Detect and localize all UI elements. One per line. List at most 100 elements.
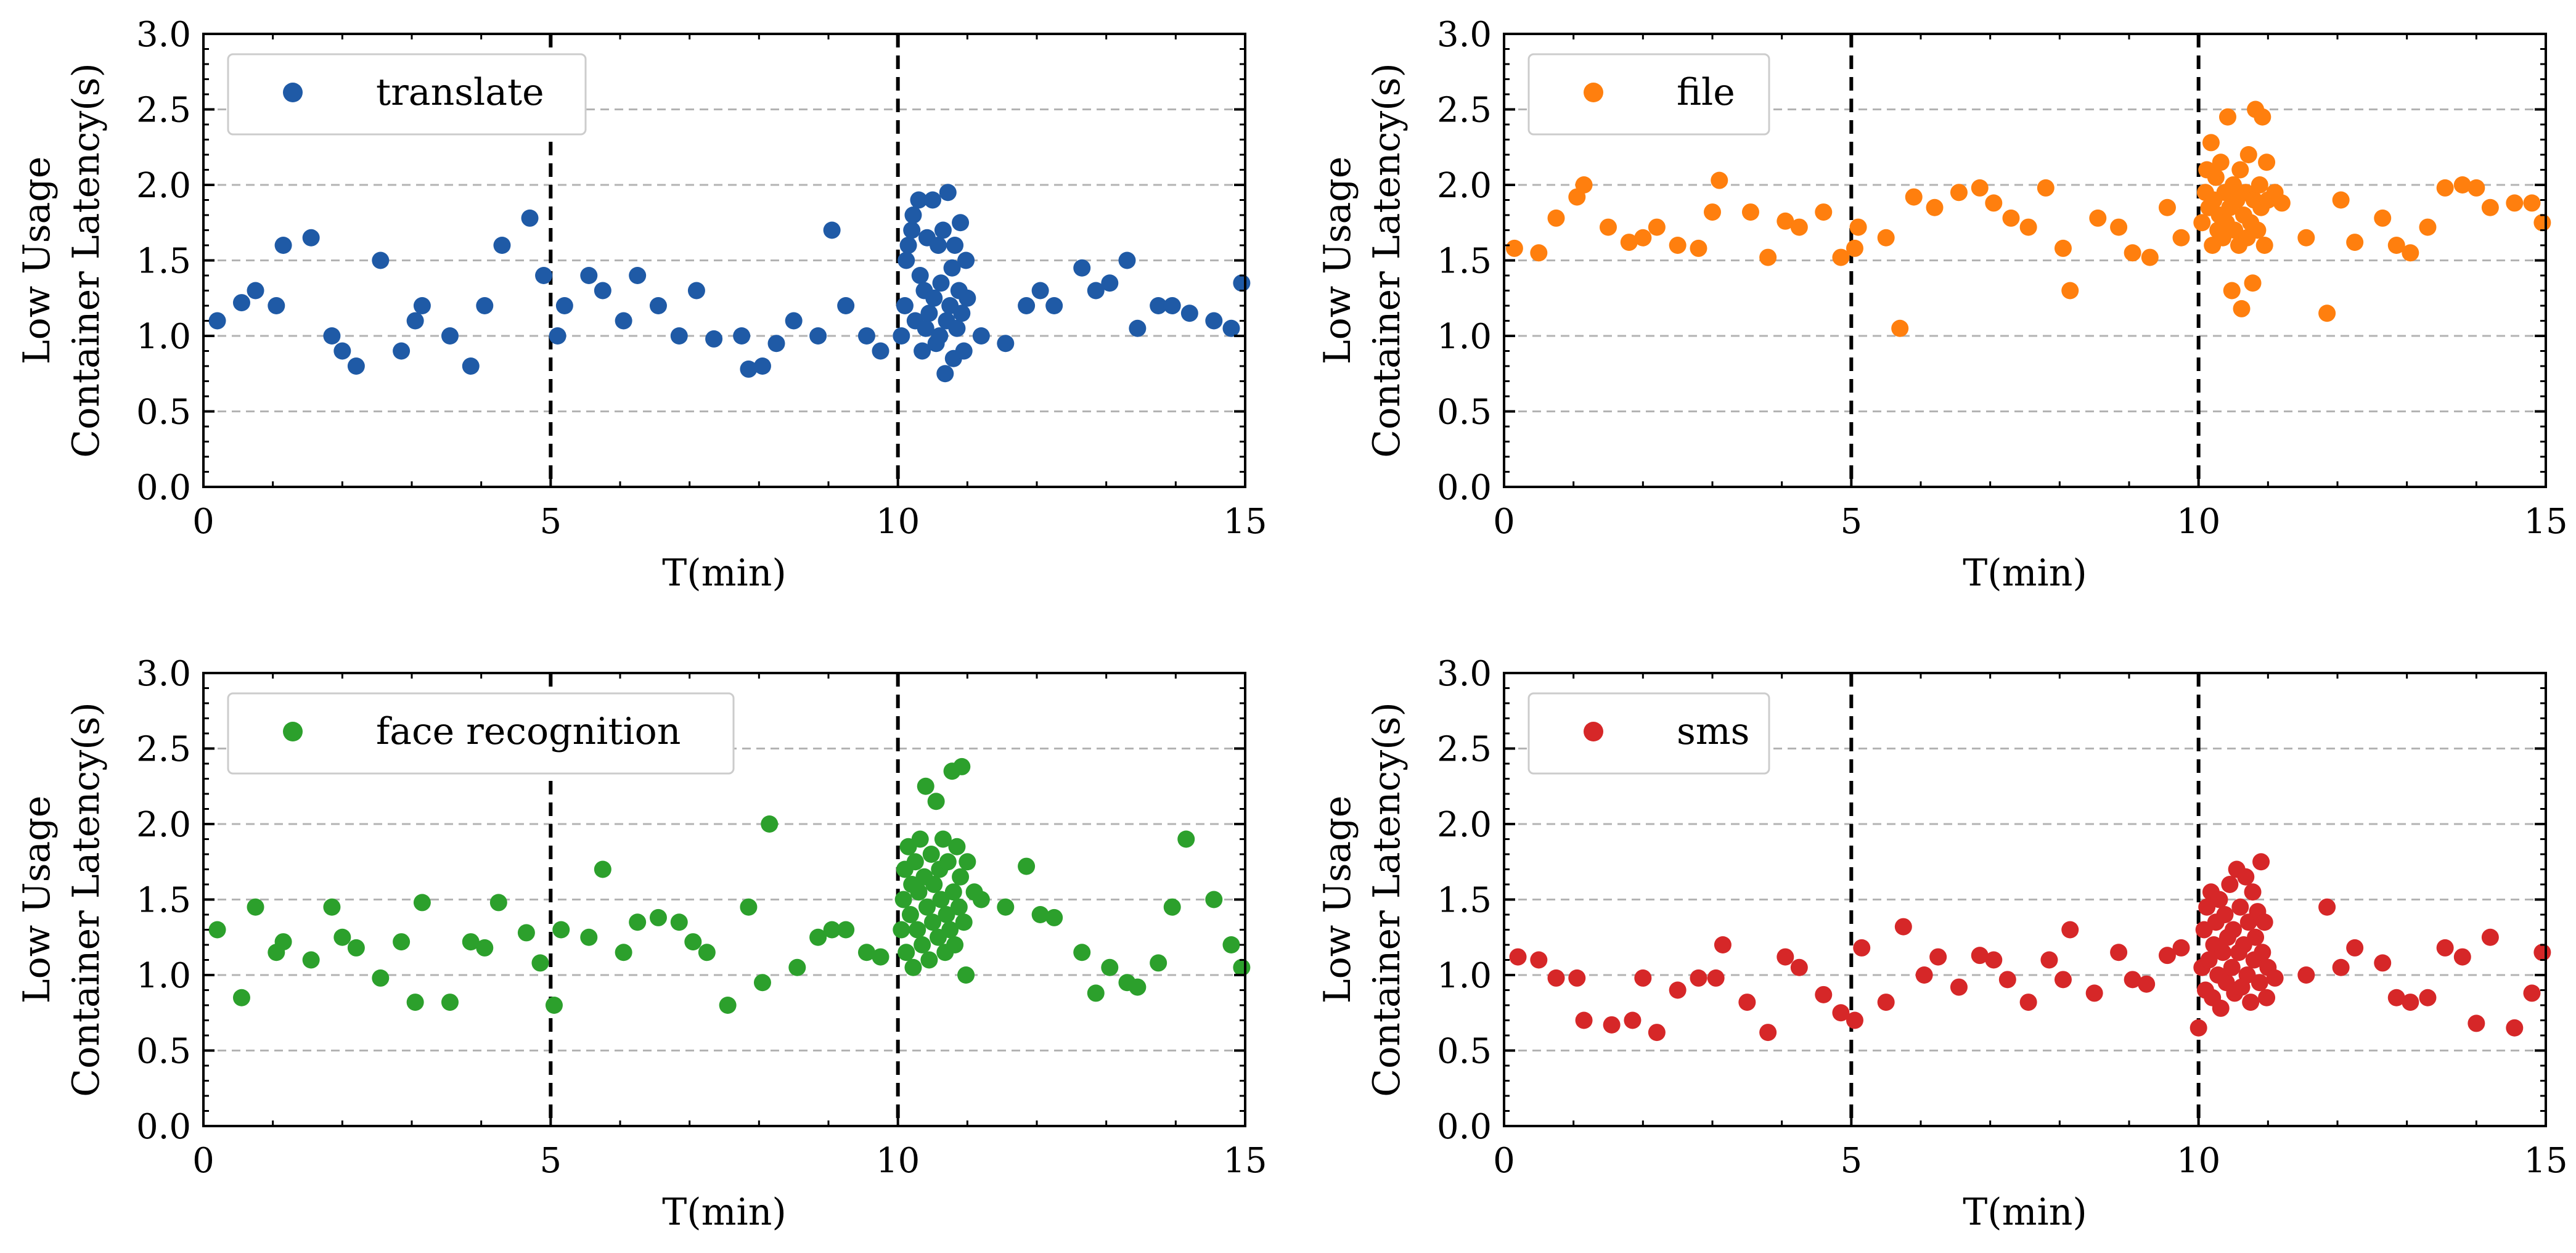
data-point bbox=[1777, 948, 1794, 966]
data-point bbox=[1711, 171, 1728, 189]
data-point bbox=[1669, 981, 1687, 999]
data-point bbox=[1150, 297, 1167, 314]
data-point bbox=[857, 327, 875, 345]
data-point bbox=[670, 327, 688, 345]
data-point bbox=[2085, 984, 2103, 1002]
data-point bbox=[2242, 994, 2260, 1011]
x-tick-label: 10 bbox=[2177, 1141, 2220, 1181]
data-point bbox=[1905, 188, 1923, 206]
y-tick-label: 0.5 bbox=[1437, 1032, 1492, 1072]
data-point bbox=[2251, 176, 2268, 194]
data-point bbox=[1648, 218, 1666, 236]
data-point bbox=[896, 297, 914, 314]
data-points bbox=[1505, 100, 2551, 337]
data-point bbox=[2231, 161, 2249, 179]
data-point bbox=[2523, 194, 2541, 212]
data-point bbox=[948, 838, 966, 855]
data-point bbox=[927, 793, 945, 810]
data-point bbox=[2193, 214, 2211, 232]
subplot-face-recognition: 0 5 10 15 0.0 0.5 1.0 1.5 2.0 2.5 3.0 T(min) Low U… bbox=[15, 654, 1267, 1234]
legend-box bbox=[227, 53, 587, 136]
y-tick-label: 2.5 bbox=[136, 91, 191, 131]
y-tick-label: 1.0 bbox=[136, 956, 191, 996]
data-point bbox=[594, 860, 611, 878]
data-point bbox=[441, 994, 459, 1011]
data-point bbox=[959, 289, 976, 307]
data-point bbox=[1998, 971, 2016, 989]
legend: sms bbox=[1527, 692, 1770, 775]
data-point bbox=[952, 214, 970, 232]
data-point bbox=[549, 327, 566, 345]
data-point bbox=[955, 913, 973, 931]
x-tick-label: 10 bbox=[876, 1141, 920, 1181]
y-tick-label: 3.0 bbox=[136, 654, 191, 694]
legend-label: file bbox=[1677, 71, 1735, 114]
y-tick-label: 2.0 bbox=[136, 166, 191, 206]
data-point bbox=[347, 939, 365, 957]
data-point bbox=[302, 951, 320, 969]
data-point bbox=[1073, 259, 1091, 277]
data-point bbox=[2258, 153, 2276, 171]
data-point bbox=[406, 994, 424, 1011]
data-point bbox=[2318, 304, 2336, 322]
data-point bbox=[924, 191, 941, 209]
data-point bbox=[939, 853, 957, 871]
data-point bbox=[521, 209, 539, 227]
data-point bbox=[489, 894, 507, 912]
x-tick-label: 0 bbox=[1493, 502, 1515, 542]
data-point bbox=[1575, 176, 1593, 194]
x-axis-label: T(min) bbox=[1963, 552, 2087, 595]
data-point bbox=[705, 330, 723, 348]
y-tick-label: 2.5 bbox=[1437, 91, 1492, 131]
data-point bbox=[2481, 928, 2499, 946]
y-tick-label: 0.0 bbox=[136, 468, 191, 508]
data-point bbox=[932, 891, 950, 908]
legend-marker bbox=[1584, 722, 1603, 741]
data-point bbox=[1620, 234, 1638, 251]
data-point bbox=[2297, 966, 2315, 984]
data-point bbox=[1849, 218, 1867, 236]
data-point bbox=[2249, 221, 2267, 239]
data-point bbox=[2523, 984, 2541, 1002]
data-point bbox=[1894, 918, 1912, 936]
data-point bbox=[2247, 928, 2265, 946]
data-point bbox=[493, 237, 511, 254]
data-point bbox=[809, 928, 827, 946]
data-point bbox=[941, 921, 959, 939]
data-point bbox=[2221, 876, 2239, 893]
data-point bbox=[2436, 939, 2454, 957]
y-axis-label-line1: Low Usage bbox=[1316, 796, 1359, 1003]
data-point bbox=[1177, 830, 1195, 848]
data-point bbox=[946, 237, 964, 254]
data-point bbox=[719, 997, 737, 1014]
data-point bbox=[1031, 282, 1049, 300]
data-point bbox=[837, 921, 855, 939]
legend: translate bbox=[227, 53, 587, 136]
data-point bbox=[931, 327, 949, 345]
data-point bbox=[930, 237, 947, 254]
data-point bbox=[2346, 939, 2364, 957]
legend-marker bbox=[283, 83, 303, 102]
data-point bbox=[1045, 297, 1063, 314]
data-point bbox=[939, 184, 957, 202]
data-point bbox=[372, 969, 390, 987]
data-point bbox=[904, 206, 922, 224]
x-tick-label: 0 bbox=[192, 1141, 215, 1181]
data-point bbox=[934, 221, 952, 239]
data-point bbox=[1832, 248, 1850, 266]
x-axis-label: T(min) bbox=[1963, 1191, 2087, 1234]
data-point bbox=[1603, 1016, 1621, 1034]
x-tick-label: 5 bbox=[540, 1141, 562, 1181]
data-point bbox=[1575, 1011, 1593, 1029]
data-point bbox=[952, 868, 970, 886]
data-point bbox=[788, 958, 806, 976]
data-point bbox=[2225, 921, 2242, 939]
y-tick-label: 3.0 bbox=[136, 15, 191, 55]
data-point bbox=[899, 237, 917, 254]
data-point bbox=[1163, 297, 1181, 314]
data-point bbox=[1971, 947, 1989, 965]
data-point bbox=[972, 327, 990, 345]
data-point bbox=[911, 267, 929, 284]
data-point bbox=[910, 191, 928, 209]
data-point bbox=[2346, 234, 2364, 251]
